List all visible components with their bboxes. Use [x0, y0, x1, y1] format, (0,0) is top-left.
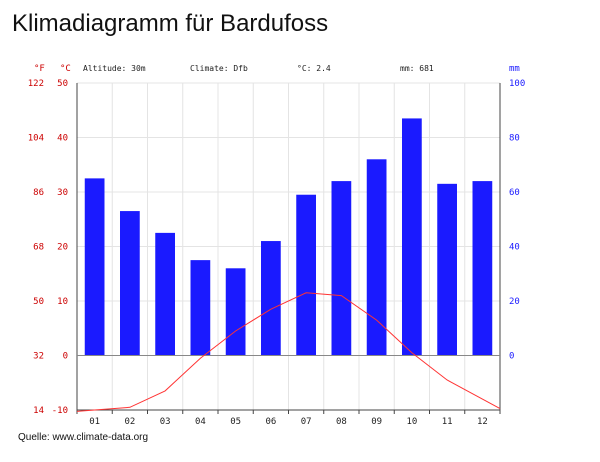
temperature-line: [76, 292, 501, 412]
month-label-05: 05: [230, 417, 241, 427]
fahrenheit-tick-label: 50: [33, 297, 44, 307]
month-label-12: 12: [477, 417, 488, 427]
celsius-tick-label: 30: [57, 188, 68, 198]
celsius-tick-label: 50: [57, 79, 68, 89]
gridlines: [77, 82, 500, 411]
month-label-03: 03: [160, 417, 171, 427]
climate-label: Climate: Dfb: [190, 64, 248, 73]
precip-bar-06: [261, 241, 281, 356]
month-label-01: 01: [89, 417, 100, 427]
fahrenheit-tick-label: 68: [33, 243, 44, 253]
precip-bar-11: [437, 183, 457, 356]
fahrenheit-tick-label: 86: [33, 188, 44, 198]
precip-bar-02: [120, 211, 140, 356]
precip-bar-07: [296, 194, 316, 356]
precip-bar-05: [225, 268, 246, 356]
precip-bar-01: [84, 178, 105, 356]
mm-tick-label: 80: [509, 134, 520, 144]
precip-bar-12: [472, 181, 493, 356]
celsius-tick-label: -10: [52, 406, 68, 416]
precip-bar-04: [190, 260, 211, 356]
fahrenheit-tick-label: 104: [28, 134, 44, 144]
precip-bar-09: [366, 159, 387, 356]
month-label-02: 02: [124, 417, 135, 427]
mm-tick-label: 20: [509, 297, 520, 307]
month-label-06: 06: [265, 417, 276, 427]
month-label-07: 07: [301, 417, 312, 427]
fahrenheit-tick-label: 32: [33, 352, 44, 362]
celsius-unit-label: °C: [60, 64, 71, 74]
mm-tick-label: 40: [509, 243, 520, 253]
average-temp-label: °C: 2.4: [297, 64, 331, 73]
precipitation-bars: [84, 118, 493, 356]
fahrenheit-unit-label: °F: [34, 64, 45, 74]
mm-unit-label: mm: [509, 64, 520, 74]
page-title: Klimadiagramm für Bardufoss: [12, 10, 329, 37]
mm-tick-label: 60: [509, 188, 520, 198]
altitude-label: Altitude: 30m: [83, 64, 146, 73]
precip-bar-08: [331, 181, 352, 356]
month-label-08: 08: [336, 417, 347, 427]
month-label-09: 09: [371, 417, 382, 427]
axes: [76, 83, 501, 414]
tick-labels: 5012240104308620681050032-10141008060402…: [28, 79, 526, 427]
celsius-tick-label: 0: [63, 352, 68, 362]
celsius-tick-label: 10: [57, 297, 68, 307]
precipitation-label: mm: 681: [400, 64, 434, 73]
mm-tick-label: 100: [509, 79, 525, 89]
celsius-tick-label: 20: [57, 243, 68, 253]
source-credit: Quelle: www.climate-data.org: [18, 432, 149, 443]
fahrenheit-tick-label: 122: [28, 79, 44, 89]
fahrenheit-tick-label: 14: [33, 406, 44, 416]
precip-bar-10: [402, 118, 422, 356]
month-label-11: 11: [442, 417, 453, 427]
mm-tick-label: 0: [509, 352, 514, 362]
month-label-04: 04: [195, 417, 206, 427]
month-label-10: 10: [406, 417, 417, 427]
precip-bar-03: [155, 232, 175, 356]
celsius-tick-label: 40: [57, 134, 68, 144]
